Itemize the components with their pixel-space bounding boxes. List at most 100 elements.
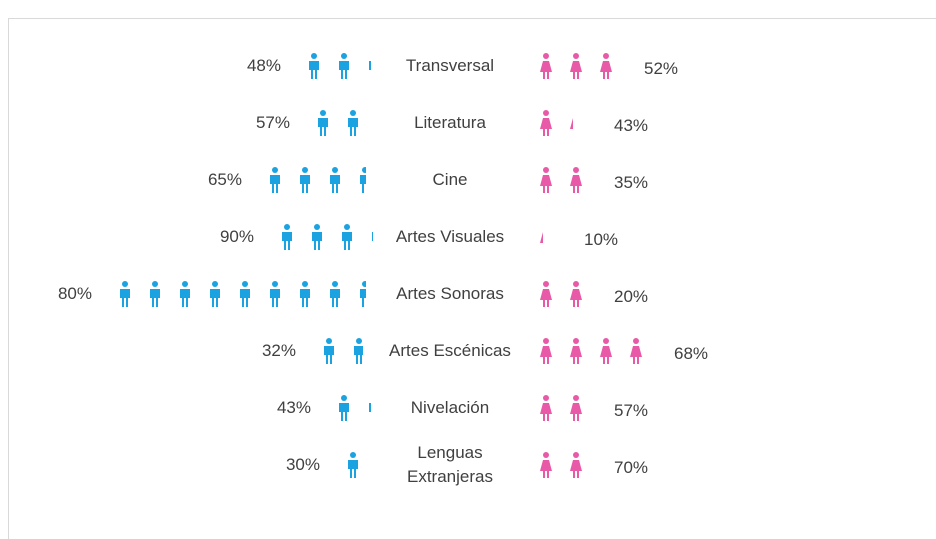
male-percent: 57% [256,111,290,135]
female-percent: 68% [674,342,708,366]
icon-shape [307,52,321,80]
female-percent: 20% [614,285,648,309]
male-icon [280,223,294,251]
female-icon [539,280,553,308]
female-percent: 70% [614,456,648,480]
female-icon [539,52,553,80]
female-icon [539,109,553,137]
icon-shape [328,166,342,194]
icon-shape [148,280,162,308]
female-icon [539,223,543,251]
male-icon [238,280,252,308]
icon-shape [367,394,371,422]
icon-shape [118,280,132,308]
icon-shape [539,451,553,479]
icon-shape [539,166,553,194]
icon-shape [569,337,583,365]
male-icon [310,223,324,251]
icon-shape [370,223,373,251]
icon-shape [268,280,282,308]
icon-shape [178,280,192,308]
female-icon [539,394,553,422]
male-percent: 90% [220,225,254,249]
male-percent: 65% [208,168,242,192]
female-percent: 10% [584,228,618,252]
icon-shape [337,52,351,80]
male-percent: 30% [286,453,320,477]
male-icon [268,166,282,194]
female-percent: 35% [614,171,648,195]
icon-shape [539,337,553,365]
male-icon [358,280,366,308]
male-icon [328,166,342,194]
icon-shape [268,166,282,194]
icon-shape [346,109,360,137]
female-icon [569,280,583,308]
icon-shape [569,52,583,80]
icon-shape [337,394,351,422]
icon-shape [569,280,583,308]
female-icon [569,394,583,422]
male-percent: 43% [277,396,311,420]
category-label: Transversal [365,54,535,78]
male-icon [370,223,373,251]
icon-shape [539,394,553,422]
icon-shape [569,109,573,137]
male-icon [178,280,192,308]
icon-shape [238,280,252,308]
male-icon [346,109,360,137]
female-percent: 57% [614,399,648,423]
icon-shape [599,337,613,365]
icon-shape [569,166,583,194]
male-icon [208,280,222,308]
category-label: Cine [365,168,535,192]
icon-shape [328,280,342,308]
male-icon [367,52,371,80]
female-percent: 52% [644,57,678,81]
male-icon [367,394,371,422]
category-label: Artes Sonoras [365,282,535,306]
female-icon [629,337,643,365]
female-icon [569,337,583,365]
male-icon [337,394,351,422]
male-icon [307,52,321,80]
male-icon [352,337,363,365]
male-percent: 48% [247,54,281,78]
male-icon [298,166,312,194]
male-icon [118,280,132,308]
female-icon [569,166,583,194]
icon-shape [358,280,366,308]
icon-shape [310,223,324,251]
female-icon [539,451,553,479]
male-icon [340,223,354,251]
category-label: Nivelación [365,396,535,420]
male-icon [298,280,312,308]
icon-shape [539,280,553,308]
male-percent: 32% [262,339,296,363]
male-icon [358,166,366,194]
icon-shape [346,451,360,479]
icon-shape [208,280,222,308]
category-label: Artes Visuales [365,225,535,249]
category-label: Artes Escénicas [365,339,535,363]
icon-shape [280,223,294,251]
icon-shape [298,280,312,308]
icon-shape [629,337,643,365]
icon-shape [539,52,553,80]
male-icon [268,280,282,308]
icon-shape [569,394,583,422]
icon-shape [352,337,363,365]
icon-shape [358,166,366,194]
female-icon [569,451,583,479]
female-icon [599,52,613,80]
female-icon [599,337,613,365]
icon-shape [316,109,330,137]
female-icon [569,52,583,80]
male-icon [337,52,351,80]
icon-shape [322,337,336,365]
female-icon [539,166,553,194]
male-icon [322,337,336,365]
female-icon [569,109,573,137]
icon-shape [569,451,583,479]
